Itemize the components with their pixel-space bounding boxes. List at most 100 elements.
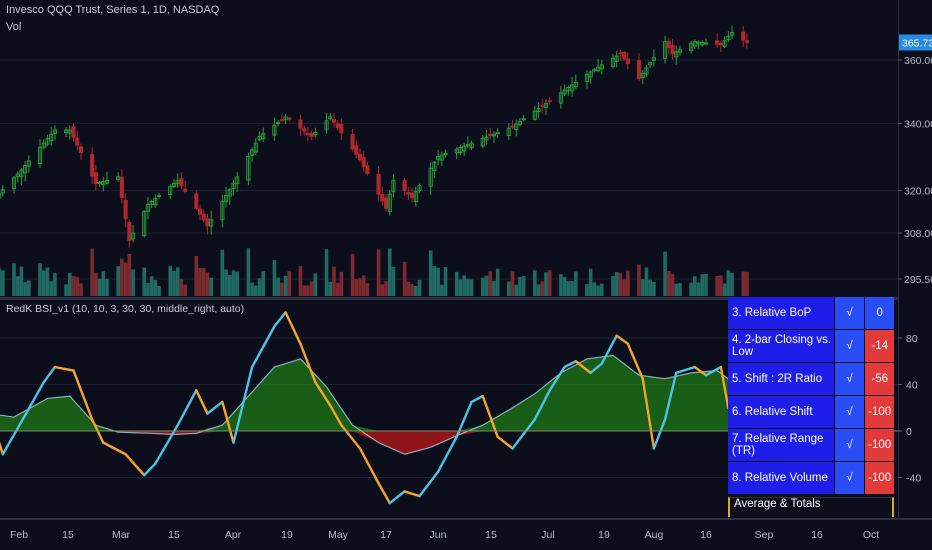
candle-body [157,194,162,197]
candle-body [510,125,515,128]
volume-bar [235,271,240,296]
candle-body [49,133,54,142]
volume-bars [0,248,749,296]
volume-legend[interactable]: Vol [6,21,22,33]
volume-bar [443,267,448,296]
candle-body [599,64,604,70]
volume-bar [38,263,42,296]
volume-bar [101,271,106,296]
candle-body [93,172,98,185]
candle-body [123,200,128,220]
table-row-label: 7. Relative Range (TR) [728,429,834,462]
volume-bar [611,276,615,296]
table-row-check: √ [833,363,865,396]
volume-bar [410,284,414,296]
candle-body [276,122,281,124]
candle-body [495,132,500,135]
volume-bar [339,271,344,296]
price-tick-label: 360.00 [904,55,932,67]
candle-body [536,108,541,113]
candle-body [700,42,705,46]
table-row-value: -100 [864,429,894,462]
candle-body [729,32,735,36]
volume-bar [652,281,656,296]
volume-bar [254,285,258,296]
bsi-line-segment [358,447,380,485]
volume-bar [309,281,314,296]
candle-body [11,177,17,189]
candle-body [722,40,727,47]
bsi-line-segment [496,435,514,450]
candle-body [26,160,31,167]
volume-bar [276,277,280,296]
candle-body [651,56,656,61]
candle-body [614,55,619,62]
volume-bar [596,285,600,296]
candle-body [402,180,407,192]
bsi-line-segment [1,420,23,456]
bsi-line-segment [20,380,45,423]
candle-body [246,156,251,181]
table-row-check: √ [833,330,865,363]
candle-body [744,40,749,43]
time-tick-label: 16 [811,529,823,541]
candle-body [570,84,575,92]
volume-bar [518,276,522,296]
candle-body [67,129,72,134]
time-tick-label: Aug [645,529,664,541]
candle-body [636,60,642,80]
candle-body [703,42,709,45]
table-row-check: √ [833,462,865,495]
candle-body [532,110,537,120]
bsi-line-segment [221,400,235,444]
volume-bar [730,272,734,296]
candle-body [64,129,69,134]
price-candles [0,25,749,248]
volume-bar [179,278,184,296]
symbol-legend[interactable]: Invesco QQQ Trust, Series 1, 1D, NASDAQ [6,4,220,16]
bsi-line-segment [704,365,723,377]
volume-bar [90,248,94,296]
candle-body [324,120,329,131]
volume-bar [183,284,187,296]
volume-bar [231,270,236,296]
volume-bar [105,278,109,296]
table-row-value: -100 [864,396,894,429]
pane-separator [0,297,898,300]
last-price-tag [899,34,932,51]
volume-bar [417,279,422,296]
volume-bar [480,277,485,296]
volume-bar [53,272,57,296]
candle-body [205,218,210,227]
time-tick-label: Apr [225,529,242,541]
candle-body [514,123,519,130]
candle-body [37,147,43,164]
table-row-value: -14 [864,330,894,363]
candle-body [328,116,333,120]
table-row-check: √ [833,297,865,330]
bsi-line-segment [388,490,406,505]
volume-bar [41,270,46,296]
candle-body [257,136,262,141]
last-price-value: 365.73 [902,37,932,49]
volume-bar [283,275,288,296]
bsi-line-segment [470,394,484,404]
volume-bar [68,273,72,296]
time-tick-label: Oct [863,529,879,541]
candle-body [272,124,277,136]
candle-body [235,176,240,185]
table-row-value: -56 [864,363,894,396]
candle-body [313,132,318,136]
volume-bar [693,276,697,296]
indicator-legend[interactable]: RedK BSI_v1 (10, 10, 3, 30, 30, middle_r… [6,303,245,315]
table-row: 6. Relative Shift √ -100 [728,396,894,429]
price-tick-label: 320.00 [904,186,932,198]
volume-bar [637,264,641,296]
volume-bar [220,249,225,296]
volume-bar [514,284,519,296]
volume-bar [689,282,693,296]
volume-bar [533,270,537,296]
time-axis-separator [0,518,932,520]
